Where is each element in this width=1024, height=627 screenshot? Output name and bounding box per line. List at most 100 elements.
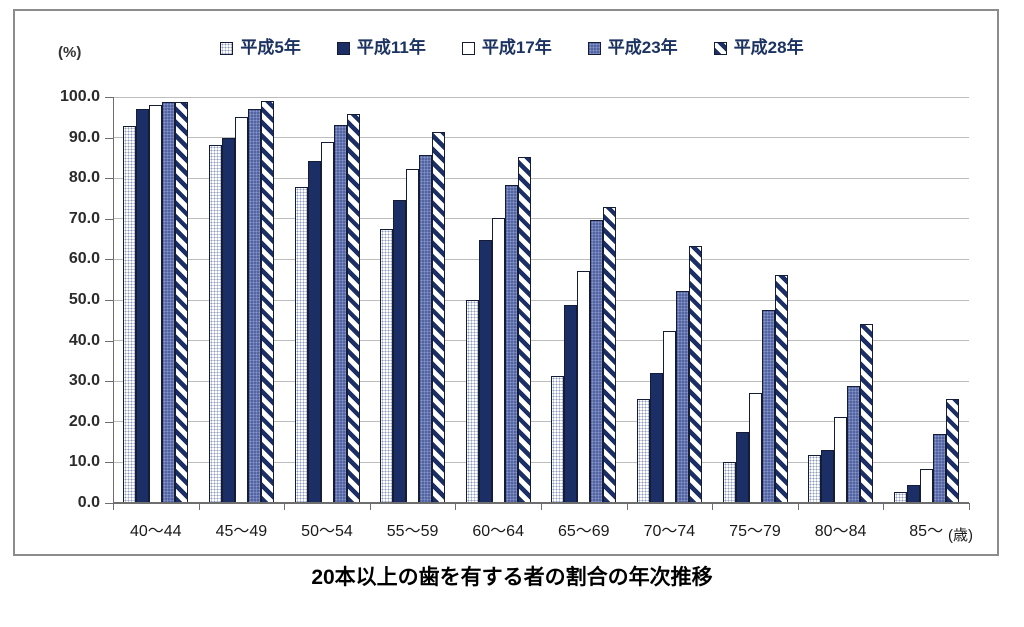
bar-series4-cat4 [517,157,531,503]
bar-series3-cat0 [162,102,176,503]
x-axis-label: 50〜54 [301,523,353,540]
y-axis-tick [105,381,113,383]
x-axis-tick [455,503,457,510]
bar-series0-cat2 [294,186,308,503]
bar-series0-cat7 [722,462,736,503]
bar-series3-cat5 [590,220,604,503]
legend-marker-white-icon [461,41,475,55]
x-axis-tick [712,503,714,510]
y-axis-label: 20.0 [68,412,100,430]
bar-series3-cat8 [847,385,861,503]
y-axis-label: 50.0 [68,291,100,308]
y-axis-label: 80.0 [68,169,100,187]
x-axis-label: 45〜49 [215,523,268,540]
bar-series1-cat5 [564,304,578,503]
bar-series1-cat7 [735,431,749,503]
y-axis-tick [105,340,113,342]
gridline-40.0 [113,340,969,342]
bar-series3-cat1 [247,108,261,503]
y-axis-tick [105,503,113,504]
y-axis-tick [105,218,113,220]
gridline-80.0 [113,177,969,179]
y-axis-tick [105,137,113,139]
gridline-60.0 [113,258,969,260]
x-axis-line [113,502,969,504]
bar-series1-cat8 [821,450,835,503]
bar-series4-cat8 [860,323,874,503]
x-axis-tick [626,503,628,510]
y-axis-unit-label: (%) [58,44,82,61]
plot-area [113,96,969,503]
bar-series3-cat9 [932,433,946,503]
gridline-10.0 [113,461,969,463]
bar-series2-cat3 [406,168,420,503]
y-axis-label: 0.0 [77,494,100,511]
y-axis-label: 10.0 [68,453,100,471]
legend-marker-dots-light-icon [220,41,234,55]
bar-series3-cat6 [675,290,689,503]
x-axis-label: 65〜69 [557,523,610,540]
bar-series2-cat9 [919,469,933,503]
y-axis-tick [105,97,113,98]
bar-series0-cat0 [123,125,137,503]
bar-series1-cat0 [136,108,150,503]
bar-series1-cat6 [649,373,663,503]
gridline-70.0 [113,218,969,220]
bar-series4-cat2 [346,113,360,503]
bar-series2-cat0 [149,105,163,503]
legend-label: 平成5年 [240,38,301,57]
legend-marker-solid-navy-icon [336,41,350,55]
bar-series0-cat5 [551,375,565,503]
bar-series2-cat1 [234,117,248,503]
bar-series1-cat4 [478,239,492,503]
gridline-90.0 [113,137,969,139]
bar-series4-cat3 [432,132,446,503]
y-axis-label: 60.0 [68,250,100,268]
bar-series1-cat1 [221,137,235,503]
y-axis-label: 90.0 [68,128,100,146]
x-axis-tick [284,503,286,510]
chart-title: 20本以上の歯を有する者の割合の年次推移 [311,566,713,589]
legend-marker-hatch-navy-icon [713,41,727,55]
x-axis-tick [969,503,970,510]
legend-item-3: 平成23年 [587,38,678,58]
gridline-100.0 [113,96,969,98]
x-axis-tick [541,503,542,510]
x-axis-unit-label: (歳) [948,527,973,544]
bar-series2-cat6 [662,330,676,503]
legend-label: 平成23年 [607,38,678,57]
bar-series4-cat9 [945,398,959,503]
y-axis-label: 40.0 [68,331,100,349]
x-axis-label: 70〜74 [643,523,696,540]
bar-series4-cat1 [260,101,274,503]
bar-series1-cat9 [906,484,920,503]
bar-series4-cat7 [774,275,788,503]
bar-series4-cat0 [175,101,189,503]
bar-series1-cat2 [307,160,321,503]
bar-series2-cat8 [834,417,848,503]
x-axis-label: 40〜44 [129,523,182,540]
bar-series0-cat3 [380,228,394,503]
bar-series4-cat6 [688,245,702,503]
y-axis-label: 100.0 [59,88,100,105]
y-axis-tick [105,300,113,301]
bar-series2-cat2 [320,142,334,503]
legend-item-4: 平成28年 [713,38,804,58]
bar-series2-cat4 [491,217,505,503]
y-axis-label: 30.0 [68,372,100,390]
bar-series1-cat3 [393,200,407,503]
bar-series2-cat5 [577,271,591,503]
legend: 平成5年 平成11年 平成17年 平成23年 平成28年 [0,38,1024,58]
y-axis-tick [105,259,113,261]
x-axis-label: 60〜64 [472,523,524,540]
bar-series3-cat2 [333,125,347,503]
x-axis-tick [369,503,371,510]
bar-series3-cat4 [504,184,518,503]
legend-item-2: 平成17年 [461,38,552,58]
gridline-20.0 [113,421,969,423]
legend-label: 平成17年 [481,38,552,57]
x-axis-tick [797,503,799,510]
y-axis-line [113,97,114,503]
x-axis-tick [198,503,200,510]
